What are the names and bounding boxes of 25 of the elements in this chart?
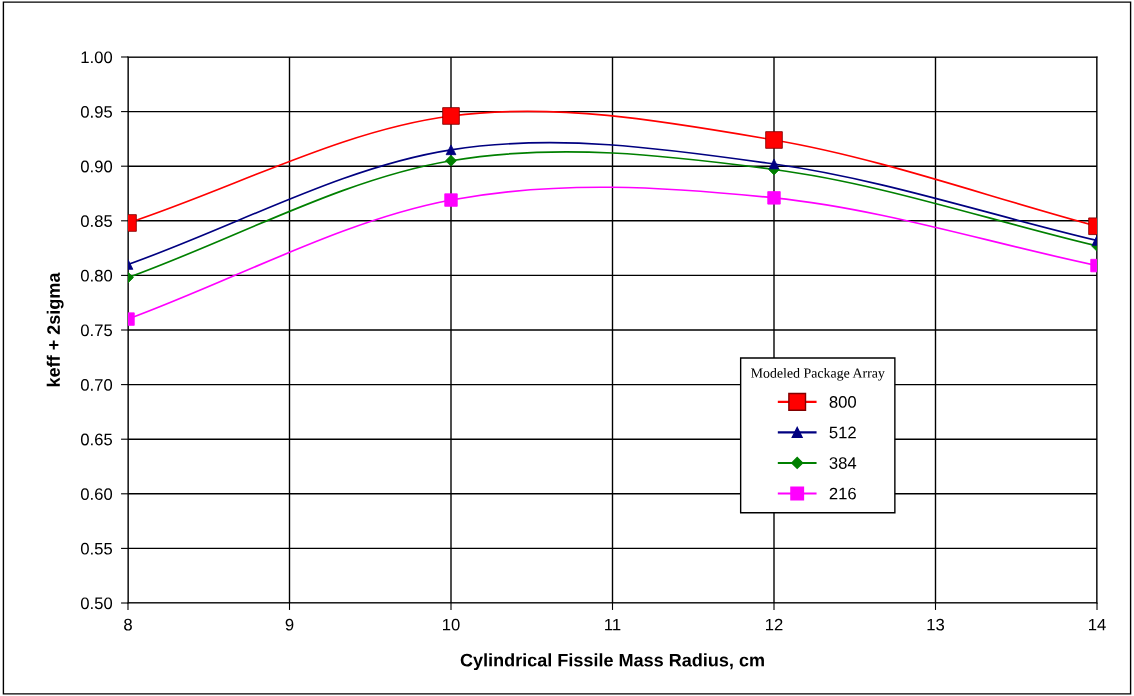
y-tick-label: 1.00: [81, 51, 113, 64]
y-tick-label: 0.95: [80, 106, 113, 118]
y-axis-title: keff + 2sigma: [46, 272, 64, 387]
y-tick-label: 0.55: [80, 542, 113, 555]
legend-label: 512: [829, 426, 856, 439]
y-tick-label: 0.85: [80, 215, 113, 227]
x-tick-label: 8: [124, 618, 132, 631]
y-tick-label: 0.90: [80, 160, 113, 173]
x-tick-label: 9: [285, 618, 294, 631]
legend-title: Modeled Package Array: [751, 367, 885, 381]
y-tick-label: 0.70: [80, 379, 113, 391]
x-tick-label: 12: [766, 618, 783, 631]
legend-label: 384: [829, 457, 857, 469]
y-tick-label: 0.80: [80, 269, 113, 282]
x-tick-label: 14: [1089, 618, 1106, 631]
y-tick-label: 0.75: [80, 324, 113, 337]
legend-label: 216: [829, 487, 856, 500]
y-tick-label: 0.65: [80, 433, 113, 446]
x-tick-label: 11: [605, 618, 621, 631]
x-axis-title: Cylindrical Fissile Mass Radius, cm: [460, 653, 764, 671]
x-tick-label: 13: [927, 618, 945, 631]
y-tick-label: 0.50: [80, 597, 113, 610]
legend-label: 800: [829, 396, 857, 408]
x-tick-label: 10: [443, 618, 460, 631]
y-tick-label: 0.60: [80, 488, 113, 500]
